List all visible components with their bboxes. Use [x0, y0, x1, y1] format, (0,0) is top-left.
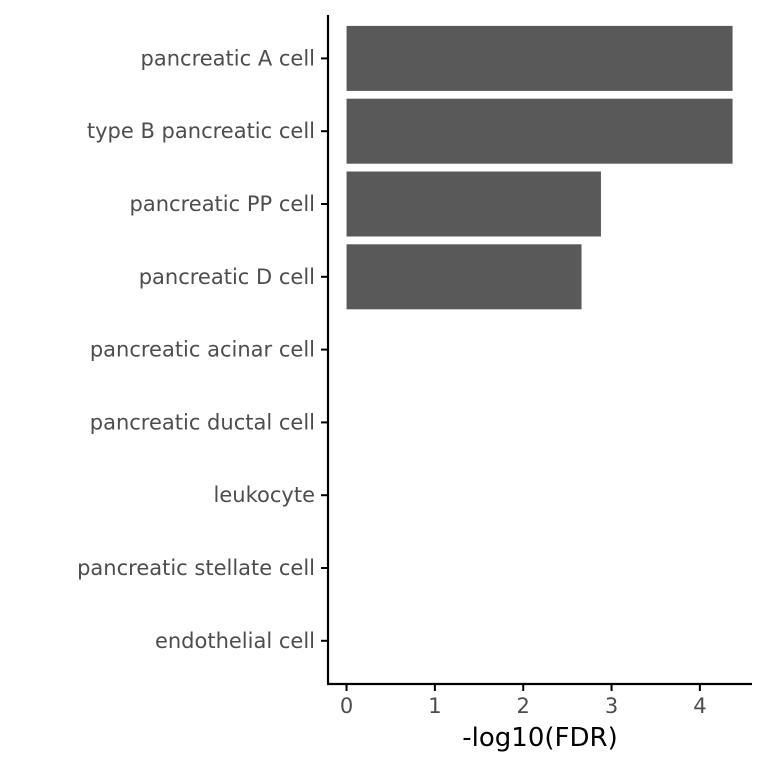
bar [346, 98, 733, 164]
x-axis-title: -log10(FDR) [462, 723, 617, 753]
y-tick-label: pancreatic acinar cell [90, 338, 315, 362]
y-tick-label: type B pancreatic cell [87, 119, 315, 143]
y-tick-label: endothelial cell [155, 629, 315, 653]
bars-layer [346, 25, 733, 310]
x-tick-label: 1 [428, 694, 441, 718]
ticks-layer: pancreatic A cell type B pancreatic cell p… [77, 46, 706, 718]
y-tick-label: leukocyte [214, 483, 315, 507]
bar [346, 25, 733, 91]
y-tick-label: pancreatic stellate cell [77, 556, 315, 580]
bar [346, 171, 601, 237]
y-tick-label: pancreatic A cell [141, 46, 315, 70]
y-tick-label: pancreatic D cell [139, 265, 315, 289]
x-tick-label: 2 [517, 694, 530, 718]
x-tick-label: 0 [340, 694, 353, 718]
x-tick-label: 3 [605, 694, 618, 718]
bar [346, 244, 582, 310]
y-tick-label: pancreatic PP cell [130, 192, 315, 216]
x-tick-label: 4 [693, 694, 706, 718]
y-tick-label: pancreatic ductal cell [90, 410, 315, 434]
